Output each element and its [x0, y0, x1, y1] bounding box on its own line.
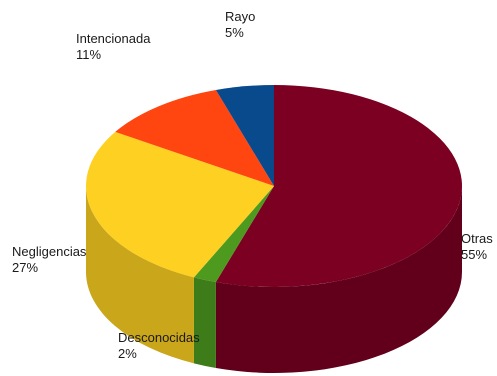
pie-slice-otras [215, 85, 463, 288]
pie-labels: Otras 55% Desconocidas 2% Negligencias 27% Int… [12, 9, 493, 361]
pie-slice-negligencias [86, 131, 274, 278]
data-label-otras: Otras 55% [461, 231, 493, 262]
data-label-intencionada: Intencionada 11% [76, 31, 151, 62]
data-label-desconocidas: Desconocidas 2% [118, 330, 200, 361]
pie-side-negligencias [86, 186, 194, 364]
pie-side-otras [215, 186, 462, 373]
pie-sides [86, 186, 462, 373]
pie-slice-intencionada [115, 89, 274, 186]
pie-slice-rayo [215, 85, 274, 186]
data-label-rayo: Rayo 5% [225, 9, 255, 40]
pie-top-faces [86, 85, 463, 288]
pie-slice-desconocidas [193, 186, 274, 283]
pie-side-desconocidas [193, 277, 216, 369]
data-label-negligencias: Negligencias 27% [12, 244, 87, 275]
